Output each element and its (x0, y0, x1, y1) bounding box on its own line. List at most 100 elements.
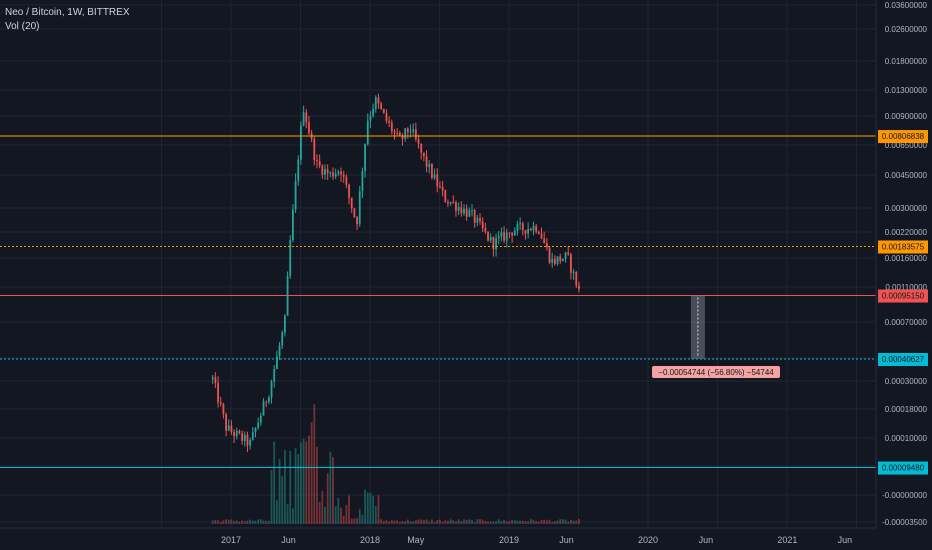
volume-bar (516, 520, 519, 524)
candle-body (267, 397, 270, 403)
candle-body (543, 238, 546, 244)
volume-bar (529, 519, 532, 524)
volume-bar (233, 520, 236, 524)
candle-body (393, 131, 396, 133)
time-tick-label: 2018 (360, 535, 380, 545)
time-tick-label: Jun (699, 535, 714, 545)
volume-bar (326, 473, 329, 524)
price-range-measure: −0.00054744 (−56.80%) −54744 (652, 295, 780, 378)
cyan-solid-level-tag: 0.00009480 (878, 461, 928, 475)
time-tick-label: 2020 (638, 535, 658, 545)
candle-body (401, 136, 404, 139)
time-tick-label: 2021 (777, 535, 797, 545)
candle-body (455, 202, 457, 211)
volume-bar (508, 521, 511, 524)
candle-body (227, 425, 230, 431)
candle-body (521, 223, 524, 230)
volume-bar (281, 476, 284, 524)
price-tag-label: 0.00183575 (882, 242, 925, 251)
candle-body (492, 237, 495, 250)
volume-bar (380, 519, 383, 524)
candle-body (553, 258, 556, 264)
candle-body (556, 256, 559, 264)
volume-bar (292, 508, 294, 524)
volume-bar (294, 448, 297, 524)
candle-body (428, 163, 431, 167)
volume-bar (455, 521, 457, 524)
volume-bar (337, 497, 340, 524)
candle-body (570, 254, 572, 273)
price-tick-label: 0.00110000 (885, 283, 927, 292)
candle-body (513, 230, 516, 236)
candle-body (345, 176, 348, 185)
candle-body (361, 171, 364, 192)
volume-bar (548, 519, 551, 524)
volume-bar (500, 520, 503, 524)
volume-bar (476, 519, 479, 524)
price-tag-box (878, 130, 928, 144)
candle-body (377, 97, 380, 104)
volume-bar (457, 519, 460, 524)
volume-bar (265, 520, 268, 524)
volume-bar (235, 520, 238, 524)
symbol-title[interactable]: Neo / Bitcoin, 1W, BITTREX (5, 7, 130, 18)
candle-body (364, 144, 366, 172)
candle-body (457, 207, 460, 211)
candle-body (235, 430, 238, 437)
current-price-level-tag: 0.00095150 (878, 289, 928, 303)
volume-bar (297, 454, 300, 524)
candle-body (249, 439, 252, 446)
price-tick-label: -0.00003500 (882, 518, 927, 527)
volume-bar (262, 520, 265, 524)
candle-body (369, 115, 372, 121)
volume-bar (439, 519, 441, 524)
candle-body (545, 243, 548, 248)
candle-body (222, 404, 225, 415)
candle-body (463, 208, 465, 214)
volume-bar (537, 521, 540, 524)
volume-bar (364, 489, 366, 524)
volume-bar (302, 438, 305, 524)
chart-legend: Neo / Bitcoin, 1W, BITTREX Vol (20) (5, 6, 129, 34)
candle-body (505, 232, 508, 241)
candle-body (241, 433, 244, 441)
volume-bar (332, 457, 334, 524)
price-tick-label: 0.00010000 (885, 434, 928, 443)
volume-bar (484, 521, 487, 524)
candle-body (302, 112, 305, 126)
volume-indicator-label[interactable]: Vol (20) (5, 21, 40, 32)
candle-body (297, 159, 300, 181)
candle-body (572, 271, 575, 273)
candle-body (551, 258, 554, 263)
volume-bar (390, 520, 393, 524)
volume-bar (412, 521, 415, 524)
volume-bar (428, 521, 431, 524)
volume-bar (505, 521, 508, 524)
price-tick-label: 0.03600000 (885, 1, 928, 10)
volume-bar (273, 441, 276, 524)
volume-bar (318, 502, 321, 524)
volume-bar (578, 519, 580, 524)
volume-bar (492, 521, 495, 524)
volume-bar (329, 451, 332, 524)
candle-body (508, 232, 511, 234)
volume-bar (527, 521, 530, 524)
volume-bar (465, 520, 468, 524)
time-tick-label: Jun (559, 535, 574, 545)
time-tick-label: 2019 (499, 535, 519, 545)
volume-bar (241, 520, 244, 524)
volume-bar (324, 506, 326, 524)
volume-bar (270, 469, 273, 524)
price-tag-label: 0.00806838 (882, 132, 925, 141)
volume-bar (513, 520, 516, 524)
candle-body (262, 401, 265, 416)
volume-bar (393, 520, 396, 524)
volume-bar (433, 521, 436, 524)
candle-body (380, 103, 383, 109)
candle-body (251, 432, 254, 440)
candle-body (275, 356, 278, 370)
volume-bar (406, 519, 409, 524)
candle-body (447, 202, 449, 204)
candle-body (420, 143, 423, 153)
